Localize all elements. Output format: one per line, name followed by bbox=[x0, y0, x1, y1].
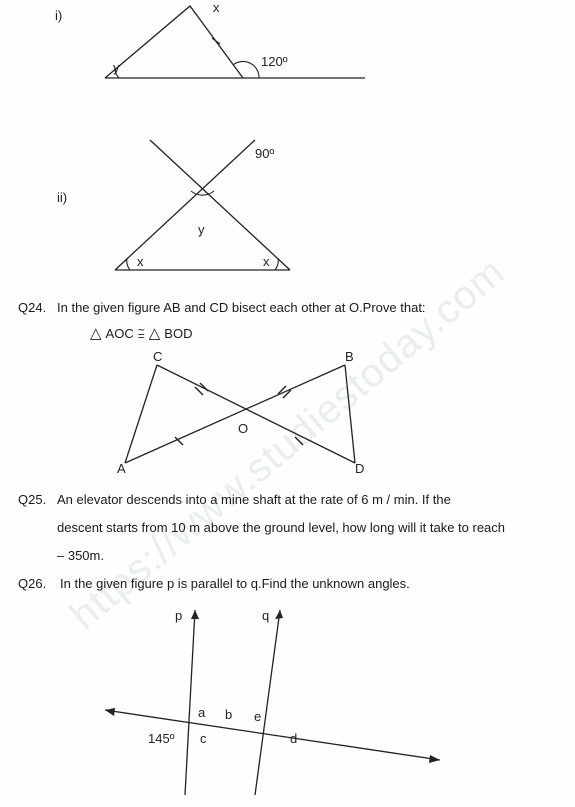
q24-text: In the given figure AB and CD bisect eac… bbox=[57, 298, 426, 319]
q26-a: a bbox=[198, 705, 206, 720]
q25-l1: An elevator descends into a mine shaft a… bbox=[57, 490, 451, 511]
q24-equation: △ AOC ~= △ BOD bbox=[90, 324, 192, 342]
q26-e: e bbox=[254, 709, 261, 724]
q24-rhs: BOD bbox=[164, 326, 192, 341]
q24-C: C bbox=[153, 349, 162, 364]
page: https://www.studiestoday.com i) x y 120º… bbox=[0, 0, 575, 807]
q26-d: d bbox=[290, 731, 297, 746]
q26-angle: 145º bbox=[148, 731, 175, 746]
q26-svg: p q a b e c d 145º bbox=[90, 595, 460, 807]
fig2-90: 90º bbox=[255, 146, 274, 161]
q25-l2: descent starts from 10 m above the groun… bbox=[57, 518, 505, 539]
q24-lhs: AOC bbox=[106, 326, 134, 341]
q26-text: In the given figure p is parallel to q.F… bbox=[60, 574, 410, 595]
q24-svg: C B A D O bbox=[115, 345, 385, 475]
q24-num: Q24. bbox=[18, 298, 46, 319]
fig1-angle: 120º bbox=[261, 54, 288, 69]
triangle-icon: △ bbox=[90, 324, 102, 342]
fig1-svg: x y 120º bbox=[85, 0, 385, 95]
q24-B: B bbox=[345, 349, 354, 364]
q26-c: c bbox=[200, 731, 207, 746]
fig2-svg: 90º y x x bbox=[105, 130, 335, 280]
fig1-x: x bbox=[213, 0, 220, 15]
q26-num: Q26. bbox=[18, 574, 46, 595]
q24-A: A bbox=[117, 461, 126, 476]
triangle-icon-2: △ bbox=[149, 324, 161, 342]
q26-p: p bbox=[175, 608, 182, 623]
fig2-label-ii: ii) bbox=[57, 190, 67, 205]
fig2-x2: x bbox=[263, 254, 270, 269]
q24-O: O bbox=[238, 421, 248, 436]
q26-q: q bbox=[262, 608, 269, 623]
fig1-label-i: i) bbox=[55, 8, 62, 23]
q25-l3: – 350m. bbox=[57, 546, 104, 567]
q26-b: b bbox=[225, 707, 232, 722]
q25-num: Q25. bbox=[18, 490, 46, 511]
fig2-x1: x bbox=[137, 254, 144, 269]
fig1-y: y bbox=[113, 60, 120, 75]
congruent-icon: ~= bbox=[138, 327, 145, 339]
q24-D: D bbox=[355, 461, 364, 476]
fig2-y: y bbox=[198, 222, 205, 237]
